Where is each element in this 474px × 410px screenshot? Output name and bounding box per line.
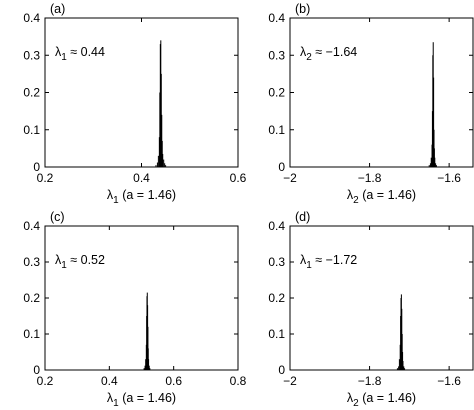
x-axis-label: λ2 (a = 1.46)	[347, 188, 416, 206]
eigenvalue-annotation: λ1 ≈ −1.72	[300, 253, 357, 271]
histogram-bar	[402, 361, 404, 370]
histogram-bar	[156, 162, 158, 167]
x-axis-label: λ1 (a = 1.46)	[107, 188, 176, 206]
histogram-bar	[404, 368, 406, 370]
histogram-bar	[162, 153, 164, 167]
axes-frame	[289, 17, 474, 168]
x-axis-label: λ2 (a = 1.46)	[347, 391, 416, 409]
histogram-bar	[430, 157, 432, 167]
histogram-bar	[398, 366, 400, 370]
x-tick-label: −1.6	[437, 374, 461, 388]
axes-frame	[44, 225, 239, 371]
axes-frame	[289, 225, 474, 371]
y-tick-label: 0.4	[23, 219, 40, 233]
histogram-bar	[143, 368, 145, 370]
x-axis-label: λ1 (a = 1.46)	[107, 391, 176, 409]
panel-1: 0 0.1 0.2 0.3 0.4 −2 −1.8 −1.6 λ2 ≈ −1.64 λ2 (a =…	[268, 2, 474, 206]
axes-frame	[44, 17, 239, 168]
y-tick-label: 0.2	[268, 86, 285, 100]
histogram-bar	[398, 359, 400, 370]
x-tick-label: −2	[283, 171, 297, 185]
histogram-bar	[435, 165, 437, 167]
y-tick-label: 0.2	[23, 86, 40, 100]
eigenvalue-annotation: λ1 ≈ 0.44	[55, 45, 105, 63]
histogram-bar	[396, 368, 398, 370]
histogram-bar	[428, 165, 430, 167]
histogram-bar	[429, 163, 431, 167]
y-tick-label: 0.3	[23, 255, 40, 269]
y-tick-label: 0	[278, 363, 285, 377]
panel-0: 0 0.1 0.2 0.3 0.4 0.2 0.4 0.6 λ1 ≈ 0.44 λ1 (a = 1…	[23, 2, 246, 206]
x-tick-label: 0.2	[37, 171, 54, 185]
x-tick-label: 0.4	[133, 171, 150, 185]
y-tick-label: 0.3	[268, 255, 285, 269]
y-tick-label: 0.1	[23, 123, 40, 137]
histogram-bar	[148, 359, 150, 370]
x-tick-label: 0.4	[101, 374, 118, 388]
x-tick-label: 0.6	[230, 171, 247, 185]
x-tick-label: −2	[283, 374, 297, 388]
histogram-bar	[403, 366, 405, 370]
y-tick-label: 0	[33, 160, 40, 174]
y-tick-label: 0.2	[23, 291, 40, 305]
panel-3: 0 0.1 0.2 0.3 0.4 −2 −1.8 −1.6 λ1 ≈ −1.72 λ2 (a =…	[268, 210, 474, 409]
y-tick-label: 0.1	[268, 327, 285, 341]
histogram-bar	[149, 368, 151, 370]
histogram-bar	[163, 159, 165, 167]
histogram-bar	[433, 77, 435, 167]
x-tick-label: −1.6	[437, 171, 461, 185]
x-tick-label: −1.8	[358, 171, 382, 185]
panel-label: (b)	[295, 2, 310, 16]
histogram-bar	[435, 163, 437, 167]
panel-label: (a)	[50, 2, 65, 16]
histogram-bar	[164, 163, 166, 167]
histogram-bar	[148, 365, 150, 370]
histogram-bar	[165, 165, 167, 167]
histogram-bar	[157, 155, 159, 167]
eigenvalue-annotation: λ2 ≈ −1.64	[300, 45, 357, 63]
histogram-bar	[145, 359, 147, 370]
y-tick-label: 0.2	[268, 291, 285, 305]
panel-label: (c)	[50, 210, 65, 224]
histogram-bar	[155, 165, 157, 167]
eigenvalue-annotation: λ1 ≈ 0.52	[55, 253, 105, 271]
x-tick-label: 0.8	[230, 374, 247, 388]
y-tick-label: 0.3	[23, 48, 40, 62]
histogram-bar	[434, 157, 436, 167]
x-tick-label: 0.2	[37, 374, 54, 388]
panel-label: (d)	[295, 210, 310, 224]
y-tick-label: 0.4	[23, 11, 40, 25]
y-tick-label: 0.3	[268, 48, 285, 62]
y-tick-label: 0.1	[23, 327, 40, 341]
y-tick-label: 0.4	[268, 11, 285, 25]
histogram-bar	[144, 365, 146, 370]
y-tick-label: 0.4	[268, 219, 285, 233]
y-tick-label: 0	[33, 363, 40, 377]
panel-2: 0 0.1 0.2 0.3 0.4 0.2 0.4 0.6 0.8 λ1 ≈ 0.52 λ1 (a …	[23, 210, 246, 409]
x-tick-label: −1.8	[358, 374, 382, 388]
y-tick-label: 0	[278, 160, 285, 174]
y-tick-label: 0.1	[268, 123, 285, 137]
x-tick-label: 0.6	[165, 374, 182, 388]
